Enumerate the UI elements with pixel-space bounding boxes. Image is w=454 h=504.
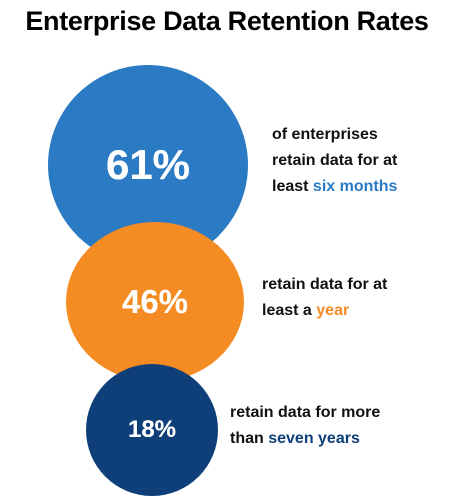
value-label-one-year: 46% [121,283,189,320]
description-line: least six months [272,174,397,200]
description-line: of enterprises [272,122,397,148]
description-line: retain data for more [230,400,380,426]
description-segment: least [272,178,313,195]
description-segment: of enterprises [272,126,378,143]
value-label-seven-years: 18% [127,416,177,443]
bubble-one-year: 46% [66,222,244,382]
description-line: retain data for at [262,272,387,298]
description-line: than seven years [230,426,380,452]
description-segment: retain data for at [262,276,388,293]
description-line: retain data for at [272,148,397,174]
description-segment: than [230,430,269,447]
highlight-six-months: six months [312,178,398,195]
value-label-six-months: 61% [105,141,191,188]
description-six-months: of enterprises retain data for at least … [272,122,397,200]
description-segment: retain data for more [230,404,381,421]
description-one-year: retain data for at least a year [262,272,387,324]
bubble-seven-years: 18% [86,364,218,496]
description-segment: retain data for at [272,152,398,169]
description-segment: least a [262,302,317,319]
highlight-seven-years: seven years [268,430,360,447]
chart-title: Enterprise Data Retention Rates [25,6,429,36]
description-seven-years: retain data for more than seven years [230,400,380,452]
description-line: least a year [262,298,387,324]
highlight-year: year [316,302,350,319]
